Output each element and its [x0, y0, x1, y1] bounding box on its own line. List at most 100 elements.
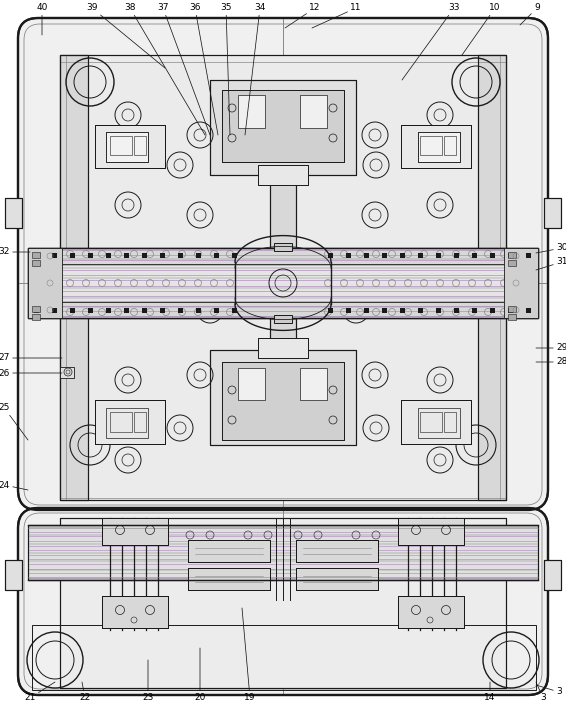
Text: 40: 40: [36, 4, 48, 35]
Bar: [34, 308, 39, 313]
Bar: [544, 560, 561, 590]
FancyBboxPatch shape: [18, 508, 548, 695]
Text: 38: 38: [125, 4, 205, 135]
Bar: [28, 248, 538, 318]
Bar: [382, 308, 387, 313]
Bar: [270, 175, 296, 248]
Bar: [60, 55, 506, 500]
Bar: [232, 253, 237, 258]
Bar: [364, 308, 369, 313]
Bar: [142, 308, 147, 313]
Bar: [398, 518, 464, 545]
Bar: [490, 308, 495, 313]
Bar: [106, 253, 111, 258]
FancyBboxPatch shape: [18, 18, 548, 510]
Bar: [70, 308, 75, 313]
Bar: [258, 165, 308, 185]
Bar: [106, 408, 148, 438]
Bar: [382, 253, 387, 258]
Bar: [188, 568, 270, 590]
Bar: [436, 253, 441, 258]
Bar: [544, 560, 561, 590]
Bar: [196, 308, 201, 313]
Bar: [124, 308, 129, 313]
Bar: [60, 518, 506, 688]
Bar: [160, 253, 165, 258]
Bar: [210, 350, 356, 445]
Bar: [52, 253, 57, 258]
Bar: [214, 253, 219, 258]
Bar: [526, 308, 531, 313]
Bar: [420, 136, 442, 155]
Bar: [270, 318, 296, 350]
Bar: [95, 125, 165, 168]
Bar: [95, 400, 165, 444]
Bar: [102, 596, 168, 628]
Bar: [401, 125, 471, 168]
Bar: [60, 55, 88, 500]
Bar: [28, 248, 62, 318]
Text: 39: 39: [86, 4, 165, 68]
Bar: [238, 95, 265, 128]
Bar: [32, 625, 536, 690]
Text: 22: 22: [79, 682, 91, 703]
Bar: [102, 518, 168, 545]
Text: 28: 28: [536, 358, 566, 367]
Bar: [296, 540, 378, 562]
Bar: [88, 308, 93, 313]
Bar: [274, 315, 292, 323]
Text: 9: 9: [520, 4, 540, 25]
Bar: [60, 518, 506, 688]
Bar: [508, 252, 516, 258]
Text: 29: 29: [536, 344, 566, 353]
Bar: [60, 55, 88, 500]
Text: 21: 21: [24, 682, 55, 703]
Bar: [134, 136, 146, 155]
Bar: [300, 95, 327, 128]
Text: 10: 10: [462, 4, 501, 55]
Bar: [95, 125, 165, 168]
Bar: [214, 308, 219, 313]
Bar: [222, 362, 344, 440]
Bar: [34, 253, 39, 258]
Text: 37: 37: [157, 4, 210, 135]
Bar: [5, 560, 22, 590]
Bar: [196, 253, 201, 258]
Bar: [28, 525, 538, 580]
Bar: [401, 400, 471, 444]
Bar: [210, 80, 356, 175]
Bar: [124, 253, 129, 258]
Bar: [188, 540, 270, 562]
Bar: [270, 175, 296, 248]
Bar: [296, 568, 378, 590]
Bar: [102, 518, 168, 545]
Bar: [508, 260, 516, 266]
Bar: [346, 308, 351, 313]
Bar: [346, 253, 351, 258]
Bar: [418, 132, 460, 162]
Bar: [70, 253, 75, 258]
Bar: [110, 412, 132, 432]
Text: 32: 32: [0, 248, 30, 256]
Bar: [444, 136, 456, 155]
Bar: [328, 308, 333, 313]
Bar: [478, 55, 506, 500]
Bar: [508, 314, 516, 320]
Bar: [160, 308, 165, 313]
Bar: [28, 248, 538, 264]
Bar: [454, 308, 459, 313]
Bar: [364, 253, 369, 258]
Text: 20: 20: [194, 648, 205, 703]
Bar: [258, 338, 308, 358]
Bar: [400, 308, 405, 313]
Text: 25: 25: [0, 403, 28, 440]
Text: 14: 14: [484, 682, 496, 703]
Bar: [398, 518, 464, 545]
Bar: [418, 132, 460, 162]
Text: 24: 24: [0, 481, 28, 490]
Bar: [222, 90, 344, 162]
Bar: [508, 306, 516, 312]
Bar: [210, 350, 356, 445]
Bar: [401, 125, 471, 168]
Bar: [328, 253, 333, 258]
